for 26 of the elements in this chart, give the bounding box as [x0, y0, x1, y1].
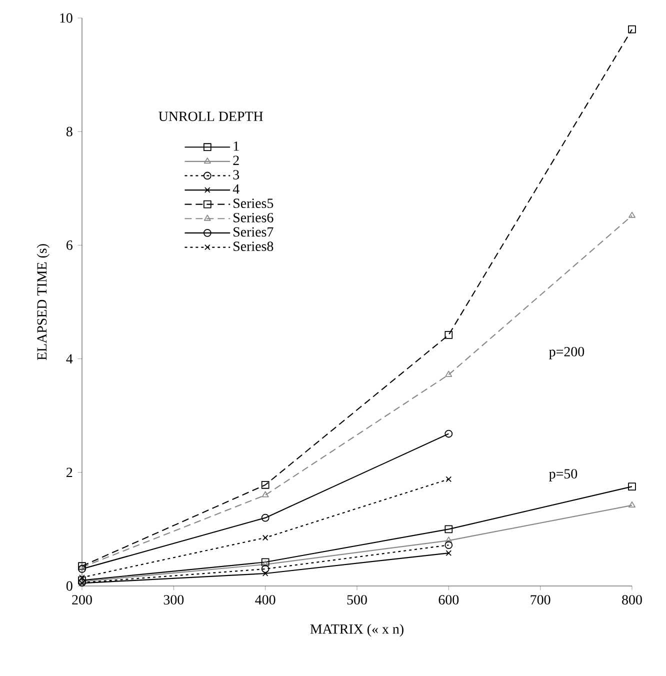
- x-axis-title: MATRIX (« x n): [310, 624, 404, 637]
- y-tick-label: 6: [66, 240, 72, 250]
- legend-title: UNROLL DEPTH: [158, 112, 263, 122]
- legend-label: 3: [233, 170, 240, 180]
- x-tick-label: 300: [164, 595, 184, 605]
- legend-label: 4: [232, 184, 240, 194]
- x-tick-label: 700: [530, 595, 550, 605]
- x-tick-label: 400: [255, 595, 276, 605]
- y-tick-label: 0: [66, 581, 72, 591]
- y-tick-label: 8: [66, 126, 72, 136]
- x-tick-label: 600: [438, 595, 459, 605]
- x-tick-label: 500: [347, 595, 367, 605]
- legend-label: Series7: [234, 227, 274, 237]
- y-axis-title: ELAPSED TIME (s): [36, 244, 50, 360]
- x-tick-label: 800: [622, 595, 642, 605]
- legend-label: Series6: [234, 212, 274, 222]
- y-tick-label: 10: [60, 13, 72, 23]
- annotation: p=200: [549, 346, 584, 360]
- y-tick-label: 2: [66, 468, 72, 478]
- annotation: p=50: [549, 469, 578, 482]
- legend-label: 2: [233, 156, 239, 165]
- x-tick-label: 200: [72, 595, 92, 605]
- legend-label: Series5: [234, 198, 274, 208]
- legend-label: 1: [234, 141, 239, 151]
- y-tick-label: 4: [66, 354, 73, 364]
- legend-label: Series8: [234, 242, 274, 252]
